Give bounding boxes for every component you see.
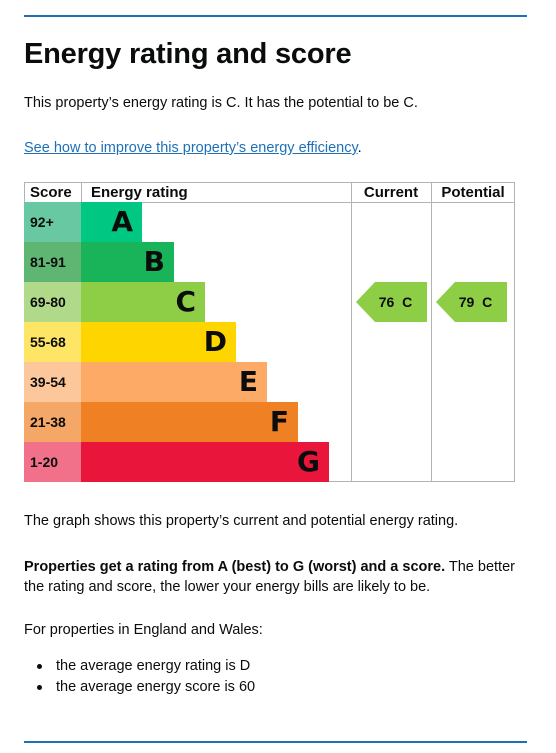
band-bar-a: A xyxy=(81,202,142,242)
energy-rating-chart: Score Energy rating Current Potential 92… xyxy=(24,182,515,482)
band-bar-g: G xyxy=(81,442,329,482)
current-rating-arrow-polygon xyxy=(356,282,427,322)
potential-rating-arrow-shape xyxy=(436,282,507,322)
list-item: the average energy score is 60 xyxy=(24,677,255,698)
improve-efficiency-link[interactable]: See how to improve this property’s energ… xyxy=(24,140,358,156)
chart-border-right xyxy=(514,182,515,482)
page-title: Energy rating and score xyxy=(24,38,352,70)
link-trailing-period: . xyxy=(357,140,362,156)
band-score-range: 21-38 xyxy=(24,402,81,442)
chart-col-divider-current xyxy=(431,182,432,482)
current-rating-arrow-shape xyxy=(356,282,427,322)
list-item: the average energy rating is D xyxy=(24,656,255,677)
chart-header-divider xyxy=(24,202,515,203)
band-score-range: 1-20 xyxy=(24,442,81,482)
band-score-range: 39-54 xyxy=(24,362,81,402)
potential-rating-arrow: 79 C xyxy=(436,282,507,322)
chart-border-top xyxy=(24,182,515,183)
england-wales-intro: For properties in England and Wales: xyxy=(24,622,263,638)
averages-list: the average energy rating is D the avera… xyxy=(24,656,255,698)
header-current: Current xyxy=(363,184,419,201)
potential-rating-arrow-polygon xyxy=(436,282,507,322)
band-score-range: 69-80 xyxy=(24,282,81,322)
band-bar-c: C xyxy=(81,282,205,322)
header-energy-rating: Energy rating xyxy=(91,184,188,201)
band-bar-d: D xyxy=(81,322,236,362)
current-rating-arrow-label: 76 C xyxy=(378,294,413,310)
header-potential: Potential xyxy=(441,184,505,201)
bottom-divider xyxy=(24,741,527,743)
improve-link-paragraph: See how to improve this property’s energ… xyxy=(24,140,362,156)
potential-rating-arrow-label: 79 C xyxy=(458,294,493,310)
band-bar-f: F xyxy=(81,402,298,442)
rating-summary: This property’s energy rating is C. It h… xyxy=(24,95,418,111)
band-score-range: 92+ xyxy=(24,202,81,242)
band-score-range: 81-91 xyxy=(24,242,81,282)
chart-col-divider-rating xyxy=(351,182,352,482)
header-score: Score xyxy=(30,184,72,201)
top-divider xyxy=(24,15,527,17)
graph-note: The graph shows this property’s current … xyxy=(24,513,459,529)
ratings-explanation: Properties get a rating from A (best) to… xyxy=(24,557,524,597)
ratings-explanation-rest: The better the rating and score, the low… xyxy=(24,559,515,595)
current-rating-arrow: 76 C xyxy=(356,282,427,322)
band-score-range: 55-68 xyxy=(24,322,81,362)
band-bar-b: B xyxy=(81,242,174,282)
ratings-explanation-bold: Properties get a rating from A (best) to… xyxy=(24,559,446,575)
chart-col-divider-score xyxy=(81,182,82,202)
band-bar-e: E xyxy=(81,362,267,402)
